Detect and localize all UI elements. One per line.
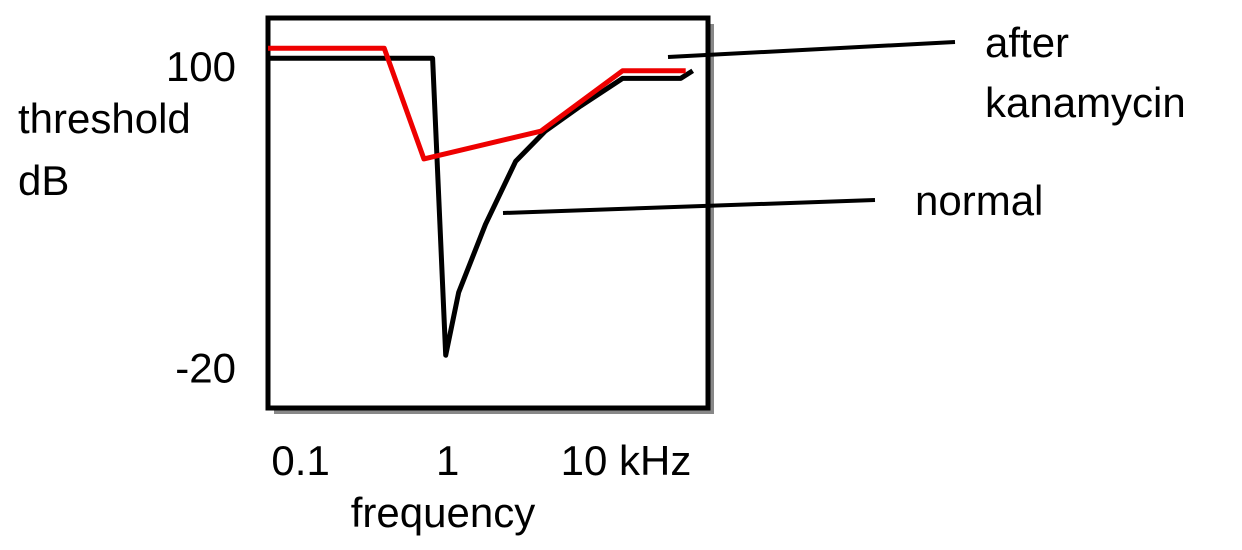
x-tick-label: 10 kHz bbox=[561, 437, 692, 484]
x-tick-label: 1 bbox=[436, 437, 459, 484]
data-line bbox=[268, 55, 695, 358]
plot-frame bbox=[265, 15, 711, 411]
data-line bbox=[268, 45, 686, 162]
x-tick-label: 0.1 bbox=[271, 437, 329, 484]
y-tick-label: -20 bbox=[175, 345, 236, 392]
x-axis-label: frequency bbox=[351, 489, 535, 536]
pointer-line bbox=[502, 198, 876, 215]
y-tick-label: 100 bbox=[166, 43, 236, 90]
pointer-line bbox=[667, 40, 956, 59]
series-label: normal bbox=[915, 177, 1043, 224]
series-label: after kanamycin bbox=[985, 19, 1186, 126]
y-axis-label: threshold dB bbox=[18, 95, 202, 204]
